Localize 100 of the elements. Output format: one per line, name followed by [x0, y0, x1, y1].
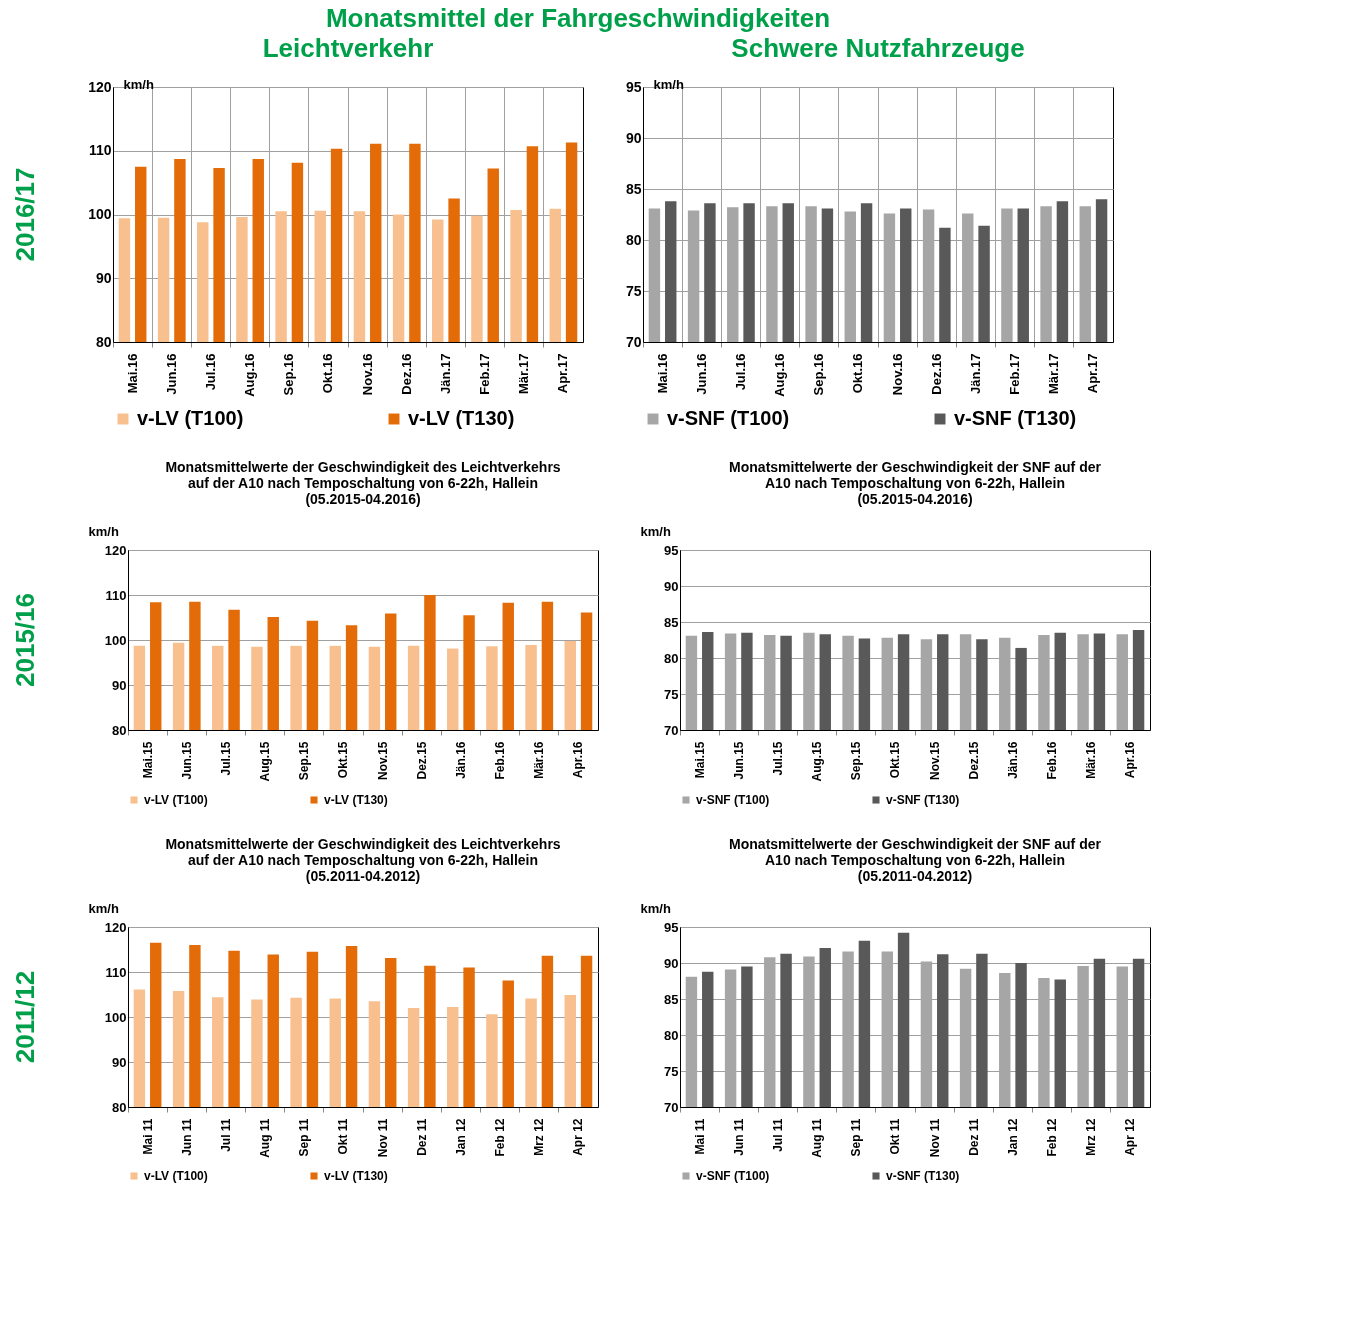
y-tick-label: 80: [95, 333, 112, 350]
y-tick-label: 85: [664, 991, 679, 1007]
x-tick-label: Mai.16: [124, 353, 140, 394]
x-tick-label: Nov.16: [359, 353, 375, 396]
y-tick-label: 110: [88, 142, 112, 159]
x-tick-label: Okt.16: [320, 353, 336, 394]
chart-title: Monatsmittelwerte der Geschwindigkeit des Leichtverkehrs auf der A10 nach Temposchaltung von 6-22h, Hallein (05.2015-04.2016): [165, 459, 561, 507]
legend-label: v-SNF (T100): [696, 793, 770, 807]
x-tick-label: Jul.16: [202, 353, 218, 391]
x-tick-label: Aug 11: [258, 1118, 273, 1158]
x-tick-label: Apr.17: [1085, 353, 1101, 394]
y-tick-label: 120: [104, 542, 127, 558]
x-tick-label: Dez 11: [966, 1118, 981, 1156]
x-tick-label: Apr 12: [1123, 1118, 1138, 1156]
y-tick-label: 100: [88, 206, 112, 222]
x-tick-label: Okt 11: [336, 1118, 351, 1155]
y-tick-label: 80: [664, 650, 679, 666]
y-tick-label: 85: [625, 180, 642, 197]
x-tick-label: Feb.16: [1045, 741, 1060, 780]
y-axis-title: km/h: [653, 76, 684, 92]
y-tick-label: 90: [112, 1054, 127, 1070]
y-tick-label: 95: [664, 542, 679, 558]
y-tick-label: 90: [112, 677, 127, 693]
x-tick-label: Sep 11: [849, 1118, 864, 1157]
x-tick-label: Sep.15: [849, 741, 864, 781]
x-tick-label: Nov 11: [375, 1118, 390, 1158]
chart-title: Schwere Nutzfahrzeuge: [731, 33, 1025, 63]
x-tick-label: Mär.17: [1046, 353, 1062, 394]
x-tick-label: Mär.16: [1084, 741, 1099, 779]
x-tick-label: Dez.16: [928, 353, 944, 395]
x-tick-label: Feb.17: [1007, 353, 1023, 395]
x-tick-label: Feb.16: [493, 741, 508, 780]
x-tick-label: Jul 11: [770, 1118, 785, 1152]
y-axis-title: km/h: [88, 900, 119, 916]
x-tick-label: Jun 11: [179, 1118, 194, 1156]
y-tick-label: 110: [105, 587, 127, 603]
x-tick-label: Dez.16: [398, 353, 414, 395]
legend-label: v-LV (T100): [137, 407, 244, 429]
legend-label: v-LV (T130): [324, 1169, 388, 1183]
text: 2015/16: [10, 593, 40, 687]
legend-label: v-LV (T100): [144, 1169, 208, 1183]
x-tick-label: Jul.16: [732, 353, 748, 391]
legend-label: v-LV (T130): [324, 793, 388, 807]
x-tick-label: Mrz 12: [1084, 1118, 1099, 1156]
x-tick-label: Feb 12: [493, 1118, 508, 1157]
y-tick-label: 90: [664, 578, 679, 594]
chart-title: Monatsmittelwerte der Geschwindigkeit der SNF auf der A10 nach Temposchaltung von 6-22h, Hallein (05.2011-04.2012): [729, 836, 1102, 884]
x-tick-label: Jan 12: [1005, 1118, 1020, 1156]
x-tick-label: Apr 12: [571, 1118, 586, 1156]
x-tick-label: Nov.15: [375, 741, 390, 780]
x-tick-label: Sep.15: [297, 741, 312, 781]
x-tick-label: Aug.16: [242, 353, 258, 397]
y-tick-label: 100: [104, 632, 127, 648]
x-tick-label: Apr.16: [1123, 741, 1138, 779]
text: 2016/17: [10, 167, 40, 262]
y-tick-label: 70: [625, 333, 642, 350]
x-tick-label: Mai.15: [692, 741, 707, 779]
y-tick-label: 110: [105, 964, 127, 980]
x-tick-label: Sep.16: [281, 353, 297, 396]
legend-label: v-SNF (T100): [667, 407, 790, 429]
x-tick-label: Dez 11: [414, 1118, 429, 1156]
y-tick-label: 85: [664, 614, 679, 630]
x-tick-label: Aug.15: [258, 741, 273, 782]
legend-label: v-SNF (T100): [696, 1169, 770, 1183]
x-tick-label: Nov.15: [927, 741, 942, 780]
x-tick-label: Okt 11: [888, 1118, 903, 1155]
x-tick-label: Nov.16: [889, 353, 905, 396]
y-tick-label: 70: [664, 1099, 679, 1115]
text: 2011/12: [10, 970, 40, 1064]
y-tick-label: 95: [625, 78, 642, 95]
legend-label: v-SNF (T130): [886, 1169, 960, 1183]
x-tick-label: Sep 11: [297, 1118, 312, 1157]
x-tick-label: Dez.15: [414, 741, 429, 780]
chart-title: Monatsmittelwerte der Geschwindigkeit der SNF auf der A10 nach Temposchaltung von 6-22h, Hallein (05.2015-04.2016): [729, 459, 1102, 507]
y-tick-label: 75: [664, 686, 679, 702]
y-axis-title: km/h: [640, 523, 671, 539]
y-tick-label: 80: [112, 722, 127, 738]
x-tick-label: Mai.15: [140, 741, 155, 779]
x-tick-label: Jul.15: [218, 741, 233, 776]
x-tick-label: Jul 11: [218, 1118, 233, 1152]
x-tick-label: Aug.16: [772, 353, 788, 397]
y-tick-label: 80: [625, 231, 642, 248]
legend-label: v-LV (T100): [144, 793, 208, 807]
x-tick-label: Nov 11: [927, 1118, 942, 1158]
y-tick-label: 90: [95, 269, 112, 286]
y-tick-label: 90: [664, 955, 679, 971]
x-tick-label: Jun.15: [731, 741, 746, 780]
x-tick-label: Jän.17: [437, 353, 453, 394]
x-tick-label: Sep.16: [811, 353, 827, 396]
x-tick-label: Mär.16: [532, 741, 547, 779]
y-tick-label: 80: [664, 1027, 679, 1043]
x-tick-label: Feb 12: [1045, 1118, 1060, 1157]
x-tick-label: Apr.16: [571, 741, 586, 779]
x-tick-label: Mai.16: [654, 353, 670, 394]
x-tick-label: Okt.15: [336, 741, 351, 779]
x-tick-label: Jun.16: [693, 353, 709, 395]
x-tick-label: Jul.15: [770, 741, 785, 776]
y-axis-title: km/h: [123, 76, 154, 92]
text: Monatsmittel der Fahrgeschwindigkeiten: [325, 2, 831, 33]
y-tick-label: 120: [104, 919, 127, 935]
